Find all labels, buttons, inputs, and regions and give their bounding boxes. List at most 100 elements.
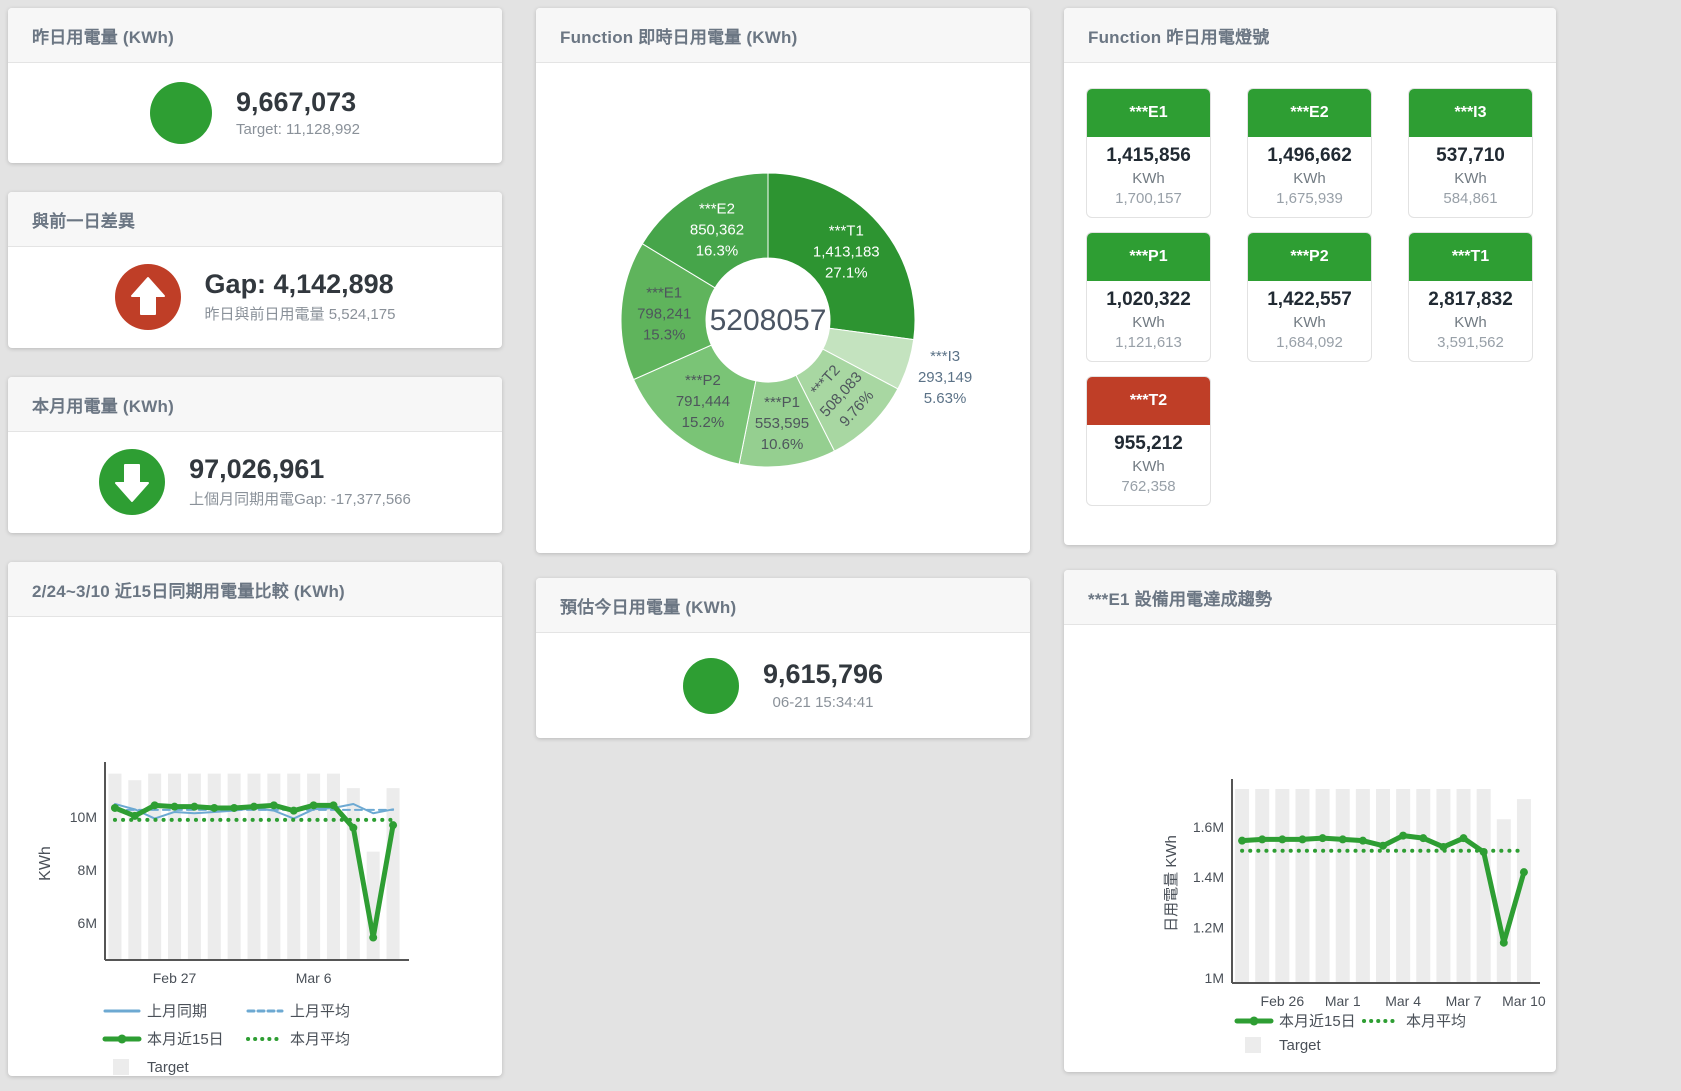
- compare15-y-axis-title: KWh: [37, 846, 54, 881]
- light-tile-p1-value: 1,020,322: [1106, 289, 1191, 310]
- e1-trend-header: ***E1 設備用電達成趨勢: [1064, 570, 1556, 625]
- data-point: [1318, 834, 1327, 843]
- estimate-stat: 9,615,796 06-21 15:34:41: [682, 657, 884, 714]
- left-column: 昨日用電量 (KWh) 9,667,073 Target: 11,128,992…: [8, 8, 502, 1083]
- donut-label-e1: ***E1 798,241 15.3%: [637, 284, 691, 343]
- legend-item-compare15-1-0[interactable]: 本月近15日: [102, 1031, 224, 1048]
- legend-item-compare15-0-0[interactable]: 上月同期: [103, 1003, 207, 1020]
- target-bar: [128, 780, 142, 960]
- legend-swatch: [113, 1059, 129, 1075]
- light-tile-p2: ***P2 1,422,557 KWh 1,684,092: [1247, 232, 1372, 362]
- data-point: [230, 803, 239, 812]
- x-tick-label: Mar 1: [1325, 993, 1361, 1009]
- x-tick-label: Mar 7: [1446, 993, 1482, 1009]
- donut-label-e2: ***E2 850,362 16.3%: [690, 200, 744, 259]
- compare15-header: 2/24~3/10 近15日同期用電量比較 (KWh): [8, 562, 502, 617]
- green-status-circle-icon: [150, 82, 212, 144]
- card-day-gap-title: 與前一日差異: [32, 211, 136, 231]
- data-point: [1358, 836, 1367, 845]
- legend-label: 本月平均: [290, 1031, 350, 1048]
- target-bar: [1496, 819, 1511, 983]
- donut-slice-e1[interactable]: [620, 243, 716, 381]
- legend-item-compare15-2-0[interactable]: Target: [113, 1059, 190, 1076]
- y-tick-label: 6M: [78, 915, 97, 931]
- estimate-body: 9,615,796 06-21 15:34:41: [536, 633, 1030, 738]
- light-tile-e2-target: 1,675,939: [1276, 190, 1343, 207]
- target-bar: [1436, 789, 1451, 983]
- light-tile-p1: ***P1 1,020,322 KWh 1,121,613: [1086, 232, 1211, 362]
- legend-item-e1trend-0-1[interactable]: 本月平均: [1362, 1013, 1466, 1030]
- target-bar: [1355, 789, 1370, 983]
- legend-label: Target: [1279, 1037, 1322, 1054]
- legend-label: 本月近15日: [1279, 1013, 1356, 1030]
- data-point: [1399, 831, 1408, 840]
- legend-item-e1trend-1-0[interactable]: Target: [1245, 1037, 1322, 1054]
- target-bar: [1235, 789, 1250, 983]
- donut-label-i3: ***I3 293,149 5.63%: [918, 348, 972, 407]
- donut-label-t1: ***T1 1,413,183 27.1%: [813, 223, 880, 282]
- target-bar: [148, 773, 162, 960]
- target-bar: [1516, 799, 1531, 983]
- card-yesterday-usage: 昨日用電量 (KWh) 9,667,073 Target: 11,128,992: [8, 8, 502, 163]
- month-value: 97,026,961: [189, 453, 325, 484]
- light-tile-t1-target: 3,591,562: [1437, 334, 1504, 351]
- card-realtime-donut: Function 即時日用電量 (KWh) ***T1 1,413,183 27.1…: [536, 8, 1030, 553]
- light-tile-i3-header: ***I3: [1409, 89, 1532, 137]
- compare15-title: 2/24~3/10 近15日同期用電量比較 (KWh): [32, 581, 345, 601]
- light-tile-t2: ***T2 955,212 KWh 762,358: [1086, 376, 1211, 506]
- e1-trend-chart: 1M 1.2M 1.4M 1.6M Feb 26 Mar 1 Mar 4 Mar 7 Mar 1…: [1163, 779, 1546, 1054]
- target-bar: [247, 773, 261, 960]
- target-bar: [287, 773, 301, 960]
- light-tile-t2-target: 762,358: [1121, 478, 1176, 495]
- light-tile-e1-value: 1,415,856: [1106, 145, 1191, 166]
- legend-item-e1trend-0-0[interactable]: 本月近15日: [1234, 1013, 1356, 1030]
- month-stat-text: 97,026,961 上個月同期用電Gap: -17,377,566: [189, 453, 411, 510]
- card-day-gap: 與前一日差異 Gap: 4,142,898 昨日與前日用電量 5,524,175: [8, 192, 502, 348]
- estimate-stat-text: 9,615,796 06-21 15:34:41: [762, 659, 884, 710]
- light-tile-i3-body: 537,710 KWh 584,861: [1409, 145, 1532, 207]
- card-month-usage: 本月用電量 (KWh) 97,026,961 上個月同期用電Gap: -17,3…: [8, 377, 502, 533]
- light-tiles-grid: ***E1 1,415,856 KWh 1,700,157 ***E2 1,496,662…: [1064, 63, 1556, 506]
- light-tile-e1-unit: KWh: [1132, 170, 1165, 187]
- estimate-value: 9,615,796: [762, 659, 884, 690]
- light-tile-i3: ***I3 537,710 KWh 584,861: [1408, 88, 1533, 218]
- donut-label-p2: ***P2 791,444 15.2%: [676, 372, 730, 431]
- card-compare15-chart: 2/24~3/10 近15日同期用電量比較 (KWh) 6M 8M 10M Feb 2…: [8, 562, 502, 1076]
- lights-title: Function 昨日用電燈號: [1088, 27, 1270, 47]
- light-tile-p2-body: 1,422,557 KWh 1,684,092: [1248, 289, 1371, 351]
- data-point: [1298, 835, 1307, 844]
- light-tile-e1: ***E1 1,415,856 KWh 1,700,157: [1086, 88, 1211, 218]
- y-tick-label: 10M: [70, 809, 97, 825]
- data-point: [1499, 938, 1508, 947]
- month-stat: 97,026,961 上個月同期用電Gap: -17,377,566: [99, 449, 411, 515]
- target-bar: [227, 773, 241, 960]
- light-tile-e2-body: 1,496,662 KWh 1,675,939: [1248, 145, 1371, 207]
- x-tick-label: Feb 26: [1261, 993, 1305, 1009]
- light-tile-e2-header: ***E2: [1248, 89, 1371, 137]
- legend-item-compare15-1-1[interactable]: 本月平均: [246, 1031, 350, 1048]
- e1-trend-title: ***E1 設備用電達成趨勢: [1088, 589, 1273, 609]
- target-bar: [386, 788, 400, 960]
- data-point: [269, 801, 278, 810]
- red-up-arrow-icon: [114, 264, 181, 330]
- e1trend-target-bars: [1235, 789, 1531, 983]
- light-tile-t2-unit: KWh: [1132, 458, 1165, 475]
- donut-slice-t1[interactable]: [767, 172, 916, 341]
- lights-body: ***E1 1,415,856 KWh 1,700,157 ***E2 1,496,662…: [1064, 63, 1556, 506]
- data-point: [1338, 835, 1347, 844]
- target-bar: [1476, 789, 1491, 983]
- x-tick-label: Mar 6: [296, 970, 332, 986]
- y-tick-label: 1.4M: [1193, 869, 1224, 885]
- light-tile-e2-unit: KWh: [1293, 170, 1326, 187]
- donut-slice-e2[interactable]: [641, 172, 769, 289]
- data-point: [190, 802, 199, 811]
- light-tile-i3-value: 537,710: [1436, 145, 1505, 166]
- target-bar: [207, 773, 221, 960]
- legend-item-compare15-0-1[interactable]: 上月平均: [246, 1003, 350, 1020]
- day-gap-value: Gap: 4,142,898: [204, 268, 394, 299]
- y-tick-label: 1.6M: [1193, 819, 1224, 835]
- legend-marker: [1249, 1016, 1259, 1026]
- day-gap-stat: Gap: 4,142,898 昨日與前日用電量 5,524,175: [114, 264, 395, 330]
- light-tile-t1-header: ***T1: [1409, 233, 1532, 281]
